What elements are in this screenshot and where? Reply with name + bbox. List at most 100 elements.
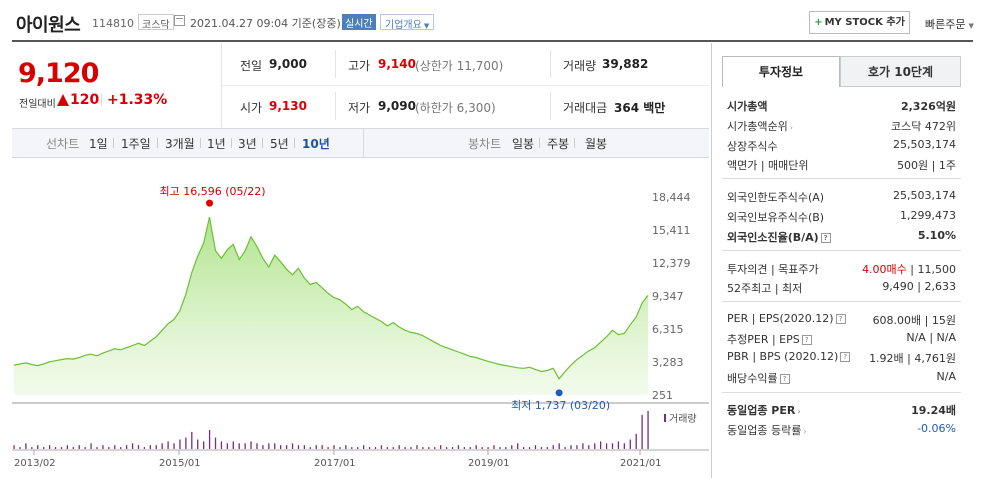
dividend-value: N/A	[936, 370, 956, 383]
company-overview-dropdown[interactable]: 기업개요 ▼	[380, 14, 435, 31]
volume-bar	[226, 443, 229, 449]
market-cap-rank-label: 시가총액순위	[727, 120, 788, 133]
tab-quote-10[interactable]: 호가 10단계	[840, 56, 961, 87]
volume-bar	[647, 411, 649, 449]
sector-change-label: 동일업종 등락률	[727, 424, 802, 437]
divider	[113, 138, 114, 148]
volume-bar	[285, 445, 288, 449]
volume-bar	[96, 447, 98, 449]
volume-bar	[185, 437, 187, 449]
volume-bar	[149, 445, 151, 449]
tab-1day[interactable]: 1일	[89, 137, 108, 151]
volume-bar	[463, 447, 466, 449]
tab-monthly-candle[interactable]: 월봉	[585, 137, 608, 151]
market-cap-rank-link[interactable]: 시가총액순위 ›	[727, 118, 793, 134]
tab-invest-info[interactable]: 투자정보	[722, 56, 840, 87]
volume-bar	[208, 430, 211, 449]
chevron-right-icon: ›	[797, 407, 801, 416]
x-tick-label: 2019/01	[468, 458, 510, 469]
realtime-badge[interactable]: 실시간	[342, 14, 376, 30]
volume-bar	[398, 445, 400, 449]
divider	[157, 138, 158, 148]
volume-bar	[410, 447, 412, 449]
volume-bar	[274, 443, 276, 449]
tab-3months[interactable]: 3개월	[165, 137, 195, 151]
divider	[101, 94, 102, 106]
volume-bar	[220, 441, 223, 449]
mystock-add-button[interactable]: + MY STOCK 추가	[809, 11, 910, 34]
price-change-percent: +1.33%	[107, 92, 168, 108]
divider	[294, 138, 295, 148]
header-divider	[12, 40, 973, 42]
divider	[722, 301, 961, 302]
tab-weekly-candle[interactable]: 주봉	[547, 137, 570, 151]
amount-value: 364 백만	[614, 101, 666, 115]
sector-per-label: 동일업종 PER	[727, 404, 796, 417]
volume-bar	[108, 447, 110, 449]
volume-bar	[392, 447, 394, 449]
volume-bar	[131, 443, 134, 449]
volume-bar	[345, 445, 347, 449]
foreign-ratio-row: 외국인소진율(B/A)?	[727, 229, 831, 245]
chart-tabs-bar	[12, 128, 709, 158]
price-chart[interactable]: 거래량 18,444 15,411 12,379 9,347 6,315 3,283 251…	[12, 160, 709, 478]
calendar-icon	[174, 15, 185, 26]
tab-1year[interactable]: 1년	[207, 137, 226, 151]
price-change: 120	[70, 92, 100, 108]
help-icon[interactable]: ?	[801, 335, 812, 345]
volume-bar	[262, 445, 264, 449]
sector-change-link[interactable]: 동일업종 등락률 ›	[727, 422, 807, 438]
market-cap-label: 시가총액	[727, 100, 768, 113]
volume-bar	[78, 445, 80, 449]
tab-3years[interactable]: 3년	[238, 137, 257, 151]
volume-bar	[416, 445, 418, 449]
sector-per-link[interactable]: 동일업종 PER ›	[727, 402, 801, 418]
volume-bar	[546, 447, 548, 449]
chevron-down-icon: ▼	[423, 22, 430, 30]
shares-value: 25,503,174	[893, 138, 956, 151]
x-tick-label: 2013/02	[14, 458, 56, 469]
tab-1week[interactable]: 1주일	[121, 137, 151, 151]
chart-annotations: 최고 16,596 (05/22) 최저 1,737 (03/20)	[160, 185, 611, 412]
volume-bar	[522, 447, 525, 449]
y-tick-label: 12,379	[652, 257, 691, 270]
volume-bar	[303, 445, 306, 449]
quick-order-button[interactable]: 빠른주문 ▼	[925, 16, 974, 32]
volume-bar	[72, 447, 74, 449]
divider	[222, 85, 709, 86]
volume-bar	[422, 447, 424, 449]
volume-bar	[297, 445, 300, 449]
sector-per-value: 19.24배	[911, 404, 956, 417]
volume-bar	[114, 445, 116, 449]
help-icon[interactable]: ?	[779, 374, 790, 384]
volume-bar	[528, 447, 531, 449]
volume-bar	[374, 447, 377, 449]
volume-bar	[25, 443, 27, 449]
help-icon[interactable]: ?	[840, 352, 851, 362]
divider	[722, 392, 961, 393]
help-icon[interactable]: ?	[820, 233, 831, 243]
max-marker	[206, 199, 214, 207]
low-value: 9,090	[378, 99, 416, 113]
tab-5years[interactable]: 5년	[270, 137, 289, 151]
pbr-row: PBR | BPS (2020.12)?	[727, 350, 851, 363]
volume-bar	[102, 445, 104, 449]
lower-limit: (하한가 6,300)	[415, 101, 496, 115]
volume-label: 거래량	[563, 59, 597, 73]
volume-bar	[451, 447, 454, 449]
chart-grid	[12, 402, 709, 451]
min-annotation: 최저 1,737 (03/20)	[511, 399, 610, 412]
tab-daily-candle[interactable]: 일봉	[512, 137, 535, 151]
x-axis: 2013/02 2015/01 2017/01 2019/01 2021/01	[14, 450, 662, 469]
plus-icon: +	[814, 17, 823, 28]
x-tick-label: 2015/01	[159, 458, 201, 469]
help-icon[interactable]: ?	[835, 314, 846, 324]
volume-bar	[534, 445, 537, 449]
volume-bar	[511, 445, 513, 449]
tab-10years[interactable]: 10년	[302, 137, 330, 151]
y-tick-label: 9,347	[652, 290, 684, 303]
volume-bar	[13, 445, 15, 449]
price-line	[13, 216, 649, 380]
volume-bar	[362, 445, 365, 449]
volume-bar	[327, 447, 329, 449]
